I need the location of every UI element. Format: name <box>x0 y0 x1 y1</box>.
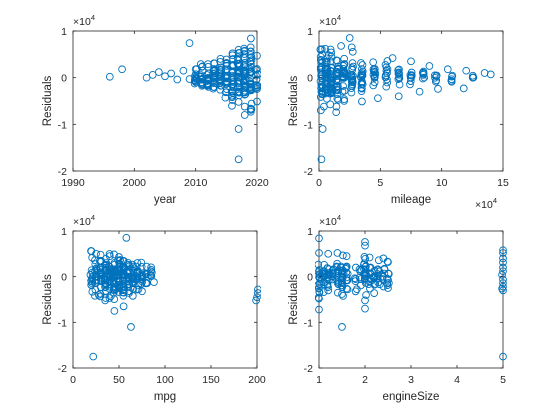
y-tick-label: -2 <box>58 363 67 375</box>
x-tick-label: 100 <box>156 374 174 386</box>
y-tick-label: 1 <box>61 226 67 238</box>
y-tick-label: -1 <box>304 317 313 329</box>
exponent-power: 4 <box>337 13 341 22</box>
y-tick-label: -1 <box>58 119 67 131</box>
x-tick-label: 0 <box>70 374 76 386</box>
x-tick-label: 200 <box>248 374 266 386</box>
exponent-times: ×10 <box>73 16 91 28</box>
x-tick-label: 2010 <box>184 177 208 189</box>
y-axis-label: Residuals <box>42 274 54 325</box>
y-tick-label: 1 <box>307 26 313 38</box>
y-tick-label: -1 <box>304 119 313 131</box>
x-tick-label: 15 <box>497 177 509 189</box>
y-tick-label: -2 <box>304 166 313 178</box>
x-axis-label: mileage <box>391 194 431 206</box>
exponent-power: 4 <box>91 13 95 22</box>
y-axis-label: Residuals <box>288 274 300 325</box>
exponent-power: 4 <box>91 213 95 222</box>
y-tick-label: 0 <box>61 272 67 284</box>
exponent-power: 4 <box>337 213 341 222</box>
x-tick-label: 5 <box>500 374 506 386</box>
x-tick-label: 2 <box>362 374 368 386</box>
x-tick-label: 0 <box>316 177 322 189</box>
x-tick-label: 3 <box>408 374 414 386</box>
y-tick-label: -1 <box>58 317 67 329</box>
x-tick-label: 2020 <box>245 177 269 189</box>
y-axis-label: Residuals <box>288 76 300 127</box>
y-tick-label: 1 <box>61 26 67 38</box>
exponent-power: 4 <box>493 196 497 205</box>
axes-box <box>319 231 503 368</box>
y-tick-label: -2 <box>58 166 67 178</box>
y-tick-label: 0 <box>307 272 313 284</box>
x-axis-label: engineSize <box>383 391 440 403</box>
y-tick-label: 0 <box>307 73 313 85</box>
y-tick-label: 1 <box>307 226 313 238</box>
x-tick-label: 50 <box>113 374 125 386</box>
x-tick-label: 150 <box>202 374 220 386</box>
y-tick-label: 0 <box>61 73 67 85</box>
x-tick-label: 2000 <box>123 177 147 189</box>
x-tick-label: 4 <box>454 374 460 386</box>
x-tick-label: 1 <box>316 374 322 386</box>
y-tick-label: -2 <box>304 363 313 375</box>
x-axis-label: year <box>154 194 177 206</box>
x-axis-label: mpg <box>154 391 176 403</box>
exponent-times: ×10 <box>319 216 337 228</box>
x-tick-label: 10 <box>436 177 448 189</box>
exponent-times: ×10 <box>475 199 493 211</box>
x-tick-label: 1990 <box>61 177 85 189</box>
exponent-times: ×10 <box>73 216 91 228</box>
y-axis-label: Residuals <box>42 76 54 127</box>
exponent-times: ×10 <box>319 16 337 28</box>
x-tick-label: 5 <box>377 177 383 189</box>
